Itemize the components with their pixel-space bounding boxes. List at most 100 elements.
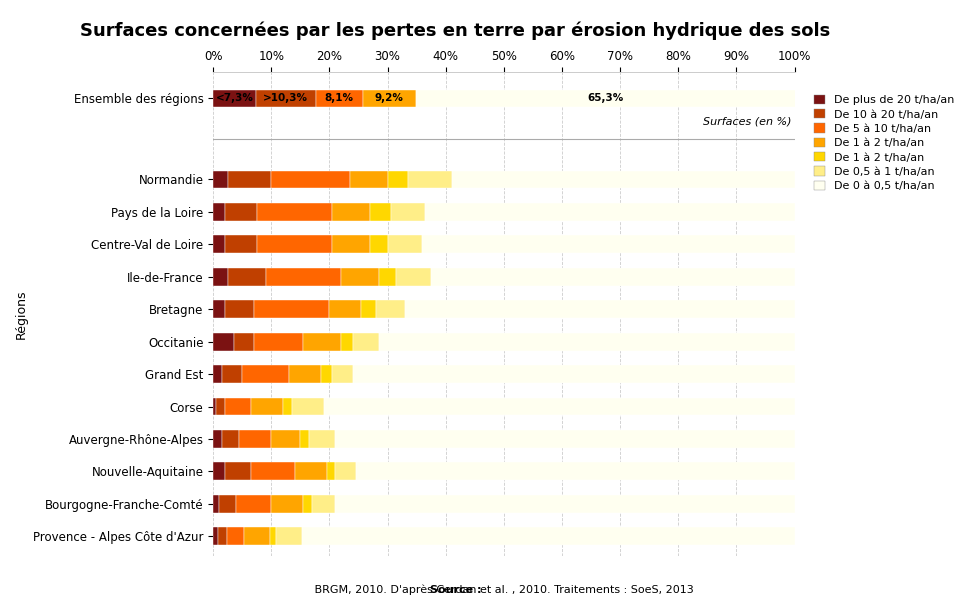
Bar (271, 430, 300, 448)
Bar (256, 89, 316, 108)
Bar (388, 236, 422, 253)
Bar (225, 203, 257, 221)
Text: BRGM, 2010. D'après Cerdan et al. , 2010. Traitements : SoeS, 2013: BRGM, 2010. D'après Cerdan et al. , 2010… (311, 585, 693, 595)
Bar (222, 430, 239, 448)
Text: 65,3%: 65,3% (588, 94, 624, 103)
Bar (228, 170, 271, 188)
Bar (271, 170, 350, 188)
Bar (379, 333, 795, 350)
Bar (379, 268, 396, 286)
Bar (257, 236, 332, 253)
Bar (353, 365, 795, 383)
Bar (213, 89, 256, 108)
Bar (376, 300, 405, 318)
Bar (302, 527, 795, 545)
Bar (391, 203, 425, 221)
Bar (309, 430, 335, 448)
Bar (236, 495, 271, 513)
Bar (292, 397, 324, 416)
Bar (254, 300, 329, 318)
Text: Surfaces (en %): Surfaces (en %) (703, 116, 792, 126)
Bar (228, 268, 266, 286)
Bar (213, 365, 222, 383)
Bar (303, 333, 341, 350)
Bar (289, 365, 321, 383)
Bar (408, 170, 452, 188)
Bar (332, 203, 370, 221)
Bar (327, 463, 335, 480)
Bar (324, 397, 795, 416)
Text: Source :: Source : (429, 585, 482, 595)
Bar (350, 170, 388, 188)
Text: 9,2%: 9,2% (375, 94, 404, 103)
Bar (225, 236, 257, 253)
Bar (239, 430, 271, 448)
Bar (270, 527, 276, 545)
Bar (266, 268, 341, 286)
Legend: De plus de 20 t/ha/an, De 10 à 20 t/ha/an, De 5 à 10 t/ha/an, De 1 à 2 t/ha/an, : De plus de 20 t/ha/an, De 10 à 20 t/ha/a… (812, 92, 956, 193)
Bar (242, 365, 289, 383)
Bar (300, 430, 309, 448)
Bar (431, 268, 795, 286)
Bar (303, 495, 312, 513)
Bar (225, 397, 251, 416)
Bar (234, 333, 254, 350)
Bar (335, 495, 795, 513)
Bar (213, 333, 234, 350)
Bar (213, 463, 225, 480)
Bar (316, 89, 362, 108)
Bar (251, 463, 295, 480)
Bar (332, 236, 370, 253)
Bar (218, 527, 227, 545)
Bar (213, 236, 225, 253)
Bar (396, 268, 431, 286)
Text: <7,3%: <7,3% (215, 94, 253, 103)
Bar (213, 268, 228, 286)
Bar (416, 89, 796, 108)
Bar (213, 300, 225, 318)
Bar (452, 170, 795, 188)
Bar (321, 365, 332, 383)
Bar (219, 495, 236, 513)
Text: 8,1%: 8,1% (325, 94, 354, 103)
Bar (222, 365, 242, 383)
Bar (213, 430, 222, 448)
Bar (225, 300, 254, 318)
Bar (422, 236, 795, 253)
Bar (227, 527, 244, 545)
Bar (361, 300, 376, 318)
Bar (283, 397, 292, 416)
Bar (425, 203, 795, 221)
Y-axis label: Régions: Régions (15, 289, 27, 339)
Text: >10,3%: >10,3% (263, 94, 308, 103)
Bar (312, 495, 335, 513)
Bar (388, 170, 408, 188)
Bar (216, 397, 225, 416)
Bar (362, 89, 416, 108)
Bar (370, 203, 391, 221)
Bar (276, 527, 302, 545)
Bar (356, 463, 795, 480)
Text: Surfaces concernées par les pertes en terre par érosion hydrique des sols: Surfaces concernées par les pertes en te… (80, 21, 830, 40)
Bar (254, 333, 303, 350)
Bar (213, 495, 219, 513)
Bar (329, 300, 361, 318)
Bar (370, 236, 388, 253)
Bar (335, 430, 795, 448)
Bar (213, 203, 225, 221)
Bar (271, 495, 303, 513)
Bar (257, 203, 332, 221)
Bar (251, 397, 283, 416)
Bar (341, 333, 353, 350)
Bar (341, 268, 379, 286)
Bar (213, 527, 218, 545)
Bar (244, 527, 270, 545)
Bar (353, 333, 379, 350)
Bar (335, 463, 356, 480)
Bar (332, 365, 353, 383)
Bar (295, 463, 327, 480)
Bar (213, 397, 216, 416)
Bar (225, 463, 251, 480)
Bar (405, 300, 795, 318)
Bar (213, 170, 228, 188)
